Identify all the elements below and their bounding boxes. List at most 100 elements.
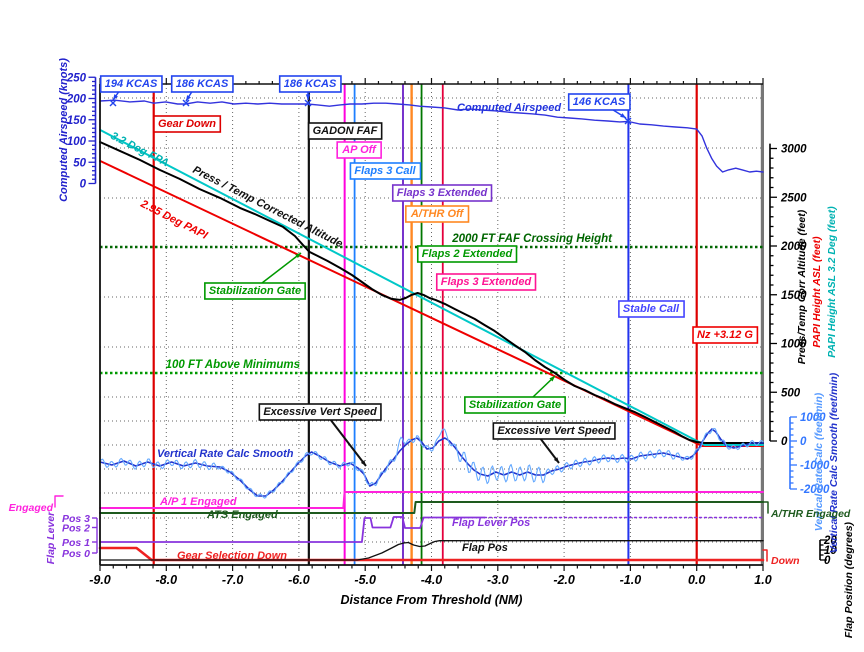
callout-186-kcas-2: 186 KCAS bbox=[284, 78, 337, 90]
callout-gadon-faf: GADON FAF bbox=[313, 125, 378, 137]
ap1-engaged bbox=[99, 491, 764, 509]
vrate-tick-label: 1000 bbox=[800, 412, 826, 424]
callout-stabilization-gate-1: Stabilization Gate bbox=[209, 285, 301, 297]
engaged-bracket bbox=[54, 495, 64, 508]
callout-186-kcas-1-arrow-head bbox=[186, 95, 191, 101]
callout-186-kcas-1: 186 KCAS bbox=[176, 78, 229, 90]
callout-nz-box bbox=[692, 326, 759, 344]
vrate-tick-label: -1000 bbox=[800, 460, 830, 472]
alt-tick-label: 2000 bbox=[780, 241, 807, 253]
callout-186-kcas-2-arrow-head bbox=[305, 94, 311, 100]
computed-airspeed bbox=[99, 99, 764, 173]
x-tick-label: -3.0 bbox=[487, 573, 509, 587]
callout-flaps3-extended-2-box bbox=[435, 273, 537, 291]
callout-stabilization-gate-2-leader-head bbox=[549, 376, 555, 382]
label-flap-lever: Flap Lever bbox=[45, 511, 57, 564]
callout-flaps3-extended: Flaps 3 Extended bbox=[397, 187, 488, 199]
alt-tick-label: 1500 bbox=[781, 290, 807, 302]
callout-excessive-vert-speed-1-arrow bbox=[329, 418, 367, 467]
callout-excessive-vert-speed-2-box bbox=[492, 422, 616, 440]
flap-pos bbox=[99, 540, 764, 561]
speed-tick-label: 0 bbox=[80, 179, 87, 191]
callout-146-kcas-box bbox=[567, 93, 631, 111]
callout-ap-off: AP Off bbox=[341, 144, 377, 156]
callout-146-kcas: 146 KCAS bbox=[573, 96, 626, 108]
x-tick-label: -4.0 bbox=[421, 573, 443, 587]
callout-ap-off-box bbox=[336, 141, 382, 159]
alt-tick-label: 0 bbox=[781, 436, 788, 448]
callout-gear-down-box bbox=[153, 115, 222, 133]
callout-excessive-vert-speed-1-arrow-head bbox=[360, 460, 366, 466]
x-tick-label: -6.0 bbox=[288, 573, 310, 587]
callout-flaps3-extended-box bbox=[391, 184, 493, 202]
reference-line-label: 100 FT Above Minimums bbox=[166, 359, 300, 371]
callout-athr-off-box bbox=[405, 205, 470, 223]
reference-line-label: 2000 FT FAF Crossing Height bbox=[451, 233, 613, 245]
callout-gadon-faf-box bbox=[307, 122, 383, 140]
callout-gear-down: Gear Down bbox=[158, 118, 216, 130]
callout-186-kcas-1-box bbox=[170, 75, 234, 93]
callout-194-kcas-arrow-head bbox=[113, 94, 119, 100]
gear-selection bbox=[98, 546, 765, 562]
label-gear-down-level: Down bbox=[771, 555, 800, 567]
ats-engaged bbox=[99, 501, 764, 514]
side-axis-title: Flap Position (degrees) bbox=[843, 521, 855, 638]
plot-right-edge bbox=[760, 84, 764, 565]
speed-axis-title: Computed Airspeed (knots) bbox=[58, 58, 70, 202]
speed-tick-label: 50 bbox=[73, 157, 86, 169]
callout-stabilization-gate-1-box bbox=[204, 282, 306, 300]
vrate-tick-label: -2000 bbox=[800, 484, 830, 496]
callout-stabilization-gate-1-leader-head bbox=[295, 253, 301, 259]
label-ats-engaged: ATS Engaged bbox=[206, 509, 278, 521]
callout-stable-call-box bbox=[618, 300, 685, 318]
callout-flaps2-extended-box bbox=[416, 245, 518, 263]
x-tick-label: -9.0 bbox=[89, 573, 111, 587]
side-axis-title: Press/Temp Corr Altitude (feet) bbox=[796, 209, 808, 364]
label-athr-engaged: A/THR Engaged bbox=[770, 508, 851, 520]
callout-stabilization-gate-2: Stabilization Gate bbox=[469, 399, 561, 411]
label-pos-1: Pos 1 bbox=[62, 537, 90, 549]
callout-194-kcas: 194 KCAS bbox=[105, 78, 158, 90]
alt-tick-label: 2500 bbox=[780, 192, 807, 204]
callout-stabilization-gate-1-leader bbox=[261, 252, 302, 284]
x-tick-label: -8.0 bbox=[156, 573, 178, 587]
x-tick-label: -5.0 bbox=[354, 573, 376, 587]
callout-flaps3-call: Flaps 3 Call bbox=[354, 165, 416, 177]
callout-nz: Nz +3.12 G bbox=[697, 329, 753, 341]
press-temp-corrected-altitude bbox=[99, 141, 764, 444]
label-flap-pos: Flap Pos bbox=[462, 542, 508, 554]
x-tick-label: -2.0 bbox=[553, 573, 575, 587]
callout-stabilization-gate-2-box bbox=[464, 396, 566, 414]
alt-tick-label: 1000 bbox=[781, 339, 807, 351]
label-gear-selection-down: Gear Selection Down bbox=[177, 550, 287, 562]
callout-186-kcas-2-marker bbox=[304, 99, 312, 107]
callout-excessive-vert-speed-2: Excessive Vert Speed bbox=[497, 425, 611, 437]
label-engaged: Engaged bbox=[9, 502, 54, 514]
speed-tick-label: 150 bbox=[67, 115, 87, 127]
alt-tick-label: 500 bbox=[781, 387, 801, 399]
callout-flaps3-extended-2: Flaps 3 Extended bbox=[441, 276, 532, 288]
callout-146-kcas-arrow-head bbox=[620, 113, 626, 118]
callout-146-kcas-marker bbox=[624, 117, 632, 125]
label-vertical-rate-calc-smooth: Vertical Rate Calc Smooth bbox=[157, 448, 294, 460]
speed-tick-label: 250 bbox=[66, 72, 87, 84]
athr-bracket bbox=[762, 501, 769, 514]
label-computed-airspeed: Computed Airspeed bbox=[457, 102, 561, 114]
callout-flaps2-extended: Flaps 2 Extended bbox=[422, 248, 513, 260]
x-tick-label: 0.0 bbox=[688, 573, 705, 587]
label-pos-0: Pos 0 bbox=[62, 548, 90, 560]
label-flap-lever-pos: Flap Lever Pos bbox=[452, 517, 530, 529]
callout-186-kcas-1-marker bbox=[182, 99, 190, 107]
flap-tick-label: 20 bbox=[823, 535, 837, 547]
x-tick-label: -7.0 bbox=[222, 573, 244, 587]
flap-lever-pos bbox=[99, 516, 486, 543]
flap-tick-label: 10 bbox=[824, 545, 837, 557]
speed-tick-label: 200 bbox=[66, 94, 87, 106]
side-axis-title: PAPI Height ASL (feet) bbox=[811, 236, 823, 348]
callout-stable-call: Stable Call bbox=[623, 303, 680, 315]
side-axis-title: Vertical Rate Calc (feet/min) bbox=[813, 392, 825, 531]
down-bracket bbox=[762, 549, 768, 562]
callout-194-kcas-box bbox=[99, 75, 163, 93]
